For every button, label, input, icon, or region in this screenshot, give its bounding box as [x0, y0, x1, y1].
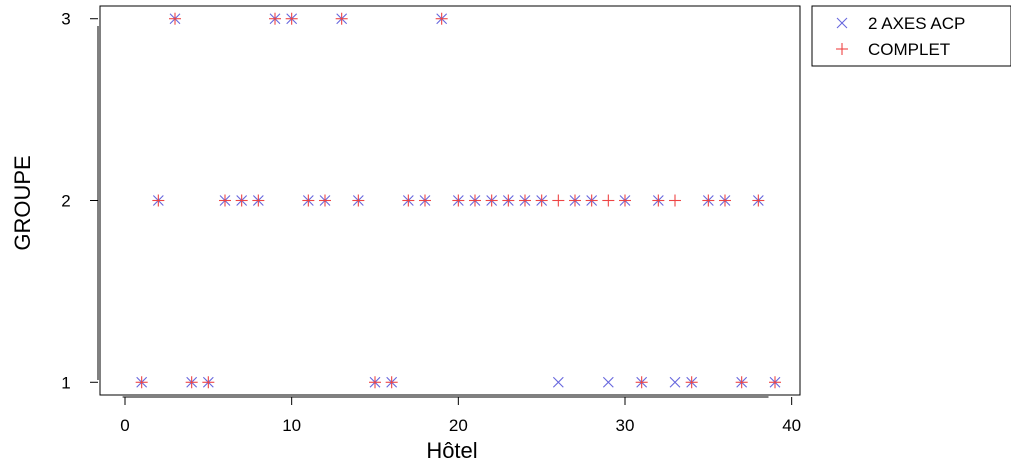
- point-complet: [435, 12, 448, 25]
- legend-marker-complet: [836, 43, 848, 55]
- point-complet: [502, 194, 515, 207]
- x-axis-label: Hôtel: [426, 438, 477, 463]
- legend: 2 AXES ACP COMPLET: [811, 5, 1011, 67]
- legend-plus-marker: [836, 43, 848, 55]
- point-complet: [452, 194, 465, 207]
- point-complet: [769, 376, 781, 389]
- point-2-axes-acp: [669, 376, 681, 388]
- plot-frame: [99, 5, 801, 396]
- point-complet: [202, 376, 215, 389]
- point-complet: [485, 194, 498, 207]
- legend-label-2-axes-acp: 2 AXES ACP: [868, 14, 965, 33]
- point-complet: [402, 194, 415, 207]
- x-tick-label: 30: [616, 416, 635, 435]
- point-complet: [669, 194, 681, 207]
- point-complet: [319, 194, 331, 207]
- point-complet: [302, 194, 315, 207]
- point-complet: [169, 12, 181, 25]
- point-complet: [702, 194, 715, 207]
- legend-box: [811, 5, 1011, 67]
- y-axis-label: GROUPE: [10, 155, 35, 250]
- point-complet: [469, 194, 481, 207]
- y-tick-label: 1: [61, 373, 70, 392]
- point-complet: [752, 194, 765, 207]
- point-complet: [269, 12, 281, 25]
- y-axis-ticks: 1 2 3: [61, 10, 98, 392]
- legend-label-complet: COMPLET: [868, 40, 950, 59]
- point-complet: [135, 376, 148, 389]
- point-complet: [335, 12, 348, 25]
- point-complet: [552, 194, 565, 207]
- legend-x-marker: [836, 17, 848, 29]
- x-tick-label: 0: [120, 416, 129, 435]
- x-tick-label: 20: [449, 416, 468, 435]
- y-tick-label: 3: [61, 10, 70, 29]
- x-tick-label: 10: [282, 416, 301, 435]
- point-complet: [619, 194, 631, 207]
- point-complet: [152, 194, 165, 207]
- point-complet: [519, 194, 531, 207]
- point-complet: [385, 376, 398, 389]
- y-tick-label: 2: [61, 192, 70, 211]
- point-complet: [252, 194, 265, 207]
- x-axis-ticks: 0 10 20 30 40: [120, 397, 801, 435]
- legend-marker-2-axes-acp: [836, 17, 848, 29]
- point-complet: [369, 376, 381, 389]
- point-complet: [419, 194, 431, 207]
- point-complet: [569, 194, 581, 207]
- point-complet: [535, 194, 548, 207]
- point-complet: [219, 194, 231, 207]
- point-2-axes-acp: [552, 376, 564, 388]
- point-complet: [635, 376, 648, 389]
- data-points: [135, 12, 781, 389]
- point-complet: [585, 194, 598, 207]
- point-complet: [235, 194, 248, 207]
- point-complet: [735, 376, 748, 389]
- point-complet: [352, 194, 365, 207]
- point-complet: [602, 194, 615, 207]
- x-tick-label: 40: [782, 416, 801, 435]
- point-complet: [685, 376, 698, 389]
- point-complet: [285, 12, 298, 25]
- point-complet: [719, 194, 731, 207]
- point-complet: [652, 194, 665, 207]
- point-2-axes-acp: [602, 376, 614, 388]
- point-complet: [185, 376, 198, 389]
